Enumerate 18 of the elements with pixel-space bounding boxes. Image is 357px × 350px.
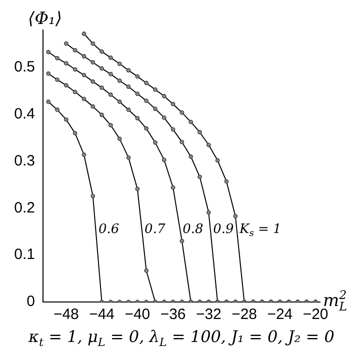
y-tick-label: 0.3 <box>14 152 35 170</box>
x-tick-label: −24 <box>267 306 293 324</box>
x-tick-label: −28 <box>232 306 258 324</box>
y-tick-label: 0.1 <box>14 246 35 264</box>
y-tick-label: 0.4 <box>14 106 35 123</box>
x-tick-label: −48 <box>53 306 79 324</box>
series-label: 0.6 <box>98 222 120 237</box>
y-tick-label: 0 <box>26 293 35 310</box>
series-label: 0.9 <box>213 222 234 237</box>
x-tick-label: −32 <box>196 306 222 324</box>
x-tick-label: −44 <box>89 306 115 324</box>
x-tick-label: −40 <box>124 306 150 324</box>
series-label: 0.8 <box>182 222 204 237</box>
x-tick-label: −36 <box>160 306 186 324</box>
y-tick-label: 0.5 <box>14 58 35 76</box>
y-axis-title: ⟨Φ₁⟩ <box>28 9 62 29</box>
series-label: 0.7 <box>144 222 166 237</box>
y-tick-label: 0.2 <box>14 199 35 216</box>
